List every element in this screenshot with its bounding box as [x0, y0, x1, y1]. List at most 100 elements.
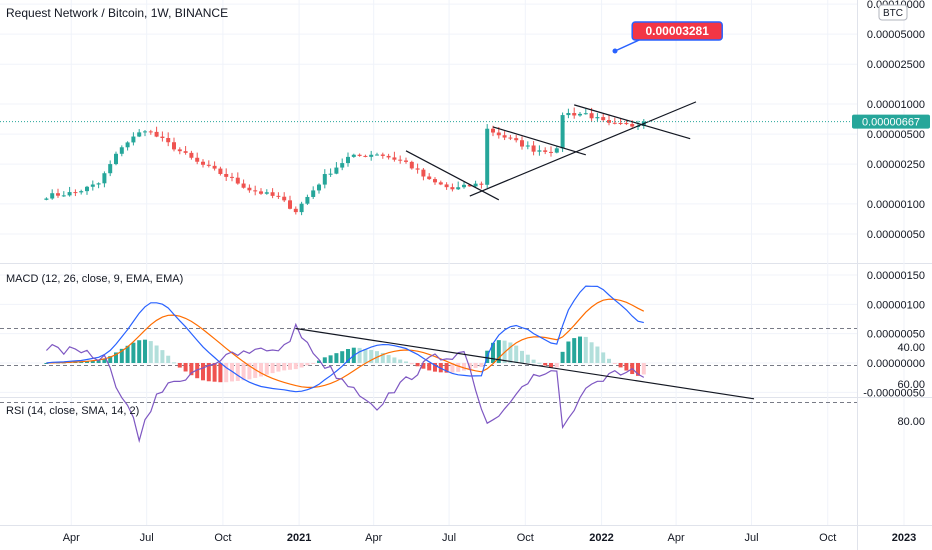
candle-body[interactable]	[450, 187, 455, 190]
candle-body[interactable]	[288, 200, 292, 209]
candle-body[interactable]	[479, 183, 484, 185]
candle-body[interactable]	[270, 192, 275, 196]
candle-body[interactable]	[282, 196, 287, 201]
candle-body[interactable]	[520, 140, 524, 147]
candle-body[interactable]	[357, 154, 362, 156]
rsi-line[interactable]	[45, 322, 645, 444]
candle-body[interactable]	[578, 113, 582, 116]
time-axis[interactable]: Apr Jul Oct 2021 Apr Jul Oct 2022 Apr Jul Oct 2023	[63, 532, 917, 544]
candle-body[interactable]	[108, 164, 113, 174]
candle-body[interactable]	[549, 151, 553, 153]
candle-body[interactable]	[137, 132, 142, 137]
candle-body[interactable]	[96, 183, 101, 185]
candle-body[interactable]	[125, 142, 130, 148]
candle-body[interactable]	[444, 184, 449, 188]
candle-body[interactable]	[363, 155, 368, 157]
candle-body[interactable]	[235, 177, 240, 184]
candle-body[interactable]	[630, 123, 635, 127]
candle-body[interactable]	[67, 192, 72, 196]
candle-body[interactable]	[346, 156, 350, 164]
candle-body[interactable]	[572, 113, 577, 116]
candle-body[interactable]	[409, 161, 414, 169]
candle-body[interactable]	[334, 167, 339, 174]
candle-body[interactable]	[491, 128, 495, 133]
candle-body[interactable]	[50, 193, 55, 199]
candle-body[interactable]	[114, 153, 118, 165]
candle-body[interactable]	[90, 184, 95, 187]
candle-body[interactable]	[566, 113, 571, 116]
candle-body[interactable]	[143, 131, 147, 133]
candle-body[interactable]	[427, 176, 432, 180]
candle-body[interactable]	[351, 154, 356, 157]
candle-body[interactable]	[554, 148, 559, 153]
candle-body[interactable]	[328, 173, 333, 175]
candle-body[interactable]	[398, 159, 403, 161]
candle-body[interactable]	[462, 184, 466, 188]
candle-body[interactable]	[502, 135, 507, 138]
candle-body[interactable]	[166, 138, 171, 143]
candle-body[interactable]	[85, 186, 89, 192]
candle-body[interactable]	[595, 117, 600, 119]
candle-body[interactable]	[438, 182, 443, 185]
macd-line[interactable]	[46, 285, 644, 393]
candle-body[interactable]	[230, 176, 234, 178]
candle-body[interactable]	[386, 155, 391, 158]
candle-body[interactable]	[224, 173, 229, 177]
price-candles[interactable]	[44, 107, 646, 216]
candle-body[interactable]	[612, 122, 617, 124]
target-annotation[interactable]: 0.00003281	[612, 21, 723, 54]
candle-body[interactable]	[589, 113, 594, 119]
candle-body[interactable]	[264, 192, 269, 194]
trendline[interactable]	[405, 150, 500, 201]
candle-body[interactable]	[433, 179, 437, 183]
candle-body[interactable]	[148, 131, 153, 133]
candle-body[interactable]	[421, 169, 426, 177]
candle-body[interactable]	[322, 174, 327, 185]
candle-body[interactable]	[415, 168, 420, 170]
trendline-drawings[interactable]	[405, 101, 697, 201]
candle-body[interactable]	[340, 163, 345, 168]
candle-body[interactable]	[79, 191, 84, 193]
candle-body[interactable]	[276, 195, 281, 197]
candle-body[interactable]	[560, 115, 565, 149]
candle-body[interactable]	[543, 150, 548, 152]
candle-body[interactable]	[206, 164, 211, 166]
candle-body[interactable]	[305, 196, 310, 204]
candle-body[interactable]	[61, 195, 66, 197]
candle-body[interactable]	[102, 173, 107, 184]
target-anchor-dot[interactable]	[612, 48, 618, 54]
candle-body[interactable]	[241, 183, 246, 188]
candle-body[interactable]	[44, 198, 49, 200]
candle-body[interactable]	[253, 190, 258, 192]
candle-body[interactable]	[201, 161, 205, 165]
trendline[interactable]	[469, 101, 697, 197]
macd-axis[interactable]: 0.00000150 0.00000100 0.00000050 0.00000000…	[863, 270, 925, 399]
candle-body[interactable]	[485, 128, 490, 185]
candle-body[interactable]	[119, 147, 124, 154]
candle-body[interactable]	[311, 190, 316, 197]
candle-body[interactable]	[154, 131, 159, 137]
candle-body[interactable]	[247, 187, 252, 191]
candle-body[interactable]	[618, 122, 623, 124]
macd-indicator[interactable]	[44, 285, 646, 393]
candle-body[interactable]	[131, 136, 136, 143]
candle-body[interactable]	[189, 152, 194, 158]
candle-body[interactable]	[392, 157, 397, 160]
candle-body[interactable]	[380, 154, 385, 156]
candle-body[interactable]	[369, 154, 374, 157]
macd-signal-line[interactable]	[46, 298, 645, 388]
candle-body[interactable]	[299, 203, 304, 213]
candle-body[interactable]	[195, 157, 200, 162]
trendline[interactable]	[574, 104, 691, 140]
candle-body[interactable]	[375, 154, 379, 156]
candle-body[interactable]	[508, 137, 513, 139]
trendline[interactable]	[492, 126, 586, 156]
candle-body[interactable]	[259, 191, 263, 194]
candle-body[interactable]	[177, 149, 182, 152]
candle-body[interactable]	[624, 123, 629, 125]
candle-body[interactable]	[212, 165, 217, 169]
candle-body[interactable]	[293, 208, 298, 213]
candle-body[interactable]	[73, 192, 78, 194]
candle-body[interactable]	[172, 142, 176, 150]
